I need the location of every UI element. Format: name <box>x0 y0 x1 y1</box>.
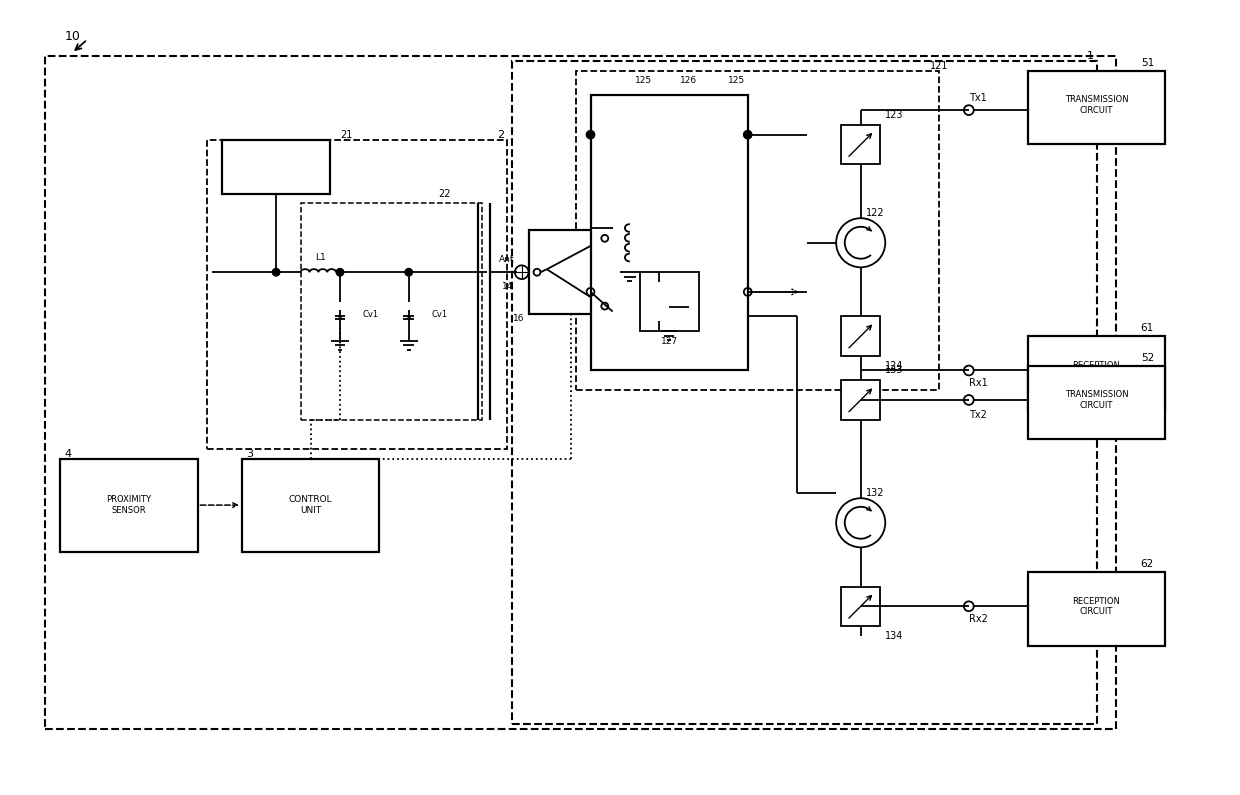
Bar <box>512 61 1096 724</box>
Bar <box>242 459 379 553</box>
Text: 122: 122 <box>866 208 884 219</box>
Text: Tx1: Tx1 <box>968 93 987 103</box>
Bar <box>841 587 880 626</box>
Text: 61: 61 <box>1141 324 1154 333</box>
Text: L1: L1 <box>315 253 326 262</box>
Text: 121: 121 <box>930 61 949 71</box>
Circle shape <box>744 131 751 138</box>
Text: 51: 51 <box>1141 58 1154 68</box>
Text: 3: 3 <box>247 449 254 459</box>
Text: 133: 133 <box>885 366 904 375</box>
Text: 1: 1 <box>1086 51 1094 61</box>
Circle shape <box>587 131 594 138</box>
Text: 124: 124 <box>885 361 904 370</box>
Circle shape <box>273 269 280 276</box>
Text: CONTROL
UNIT: CONTROL UNIT <box>289 495 332 515</box>
Bar <box>529 231 613 314</box>
Bar <box>841 125 880 164</box>
Bar <box>575 71 940 390</box>
Text: RECEPTION
CIRCUIT: RECEPTION CIRCUIT <box>1073 361 1121 380</box>
Text: RECEPTION
CIRCUIT: RECEPTION CIRCUIT <box>1073 596 1121 616</box>
Text: TRANSMISSION
CIRCUIT: TRANSMISSION CIRCUIT <box>1065 390 1128 409</box>
Text: 14: 14 <box>502 282 513 292</box>
Text: 4: 4 <box>64 449 72 459</box>
Bar <box>45 56 1116 729</box>
Bar <box>1028 71 1166 145</box>
Circle shape <box>405 269 413 276</box>
Text: Cv1: Cv1 <box>432 310 448 319</box>
Text: 52: 52 <box>1141 353 1154 363</box>
Bar <box>1028 336 1166 409</box>
Bar <box>300 204 482 420</box>
Bar <box>1028 572 1166 646</box>
Text: Ant: Ant <box>500 255 515 264</box>
Bar <box>1028 366 1166 440</box>
Text: 125: 125 <box>635 76 652 85</box>
Text: 21: 21 <box>340 130 352 140</box>
Text: 2: 2 <box>497 130 505 140</box>
Text: 15: 15 <box>618 221 629 230</box>
Bar <box>841 316 880 355</box>
Text: 10: 10 <box>64 30 81 43</box>
Text: Tx2: Tx2 <box>968 409 987 420</box>
Bar <box>841 380 880 420</box>
Text: TRANSMISSION
CIRCUIT: TRANSMISSION CIRCUIT <box>1065 95 1128 115</box>
Text: 62: 62 <box>1141 559 1154 569</box>
Text: 123: 123 <box>885 110 904 120</box>
Text: Cv1: Cv1 <box>362 310 378 319</box>
Text: 132: 132 <box>866 488 884 498</box>
Text: PROXIMITY
SENSOR: PROXIMITY SENSOR <box>107 495 151 515</box>
Text: Rx2: Rx2 <box>968 614 988 624</box>
Text: Rx1: Rx1 <box>968 378 987 388</box>
Text: 125: 125 <box>728 76 745 85</box>
Text: 134: 134 <box>885 630 904 641</box>
Text: 22: 22 <box>438 188 450 199</box>
Circle shape <box>336 269 343 276</box>
Bar <box>640 272 698 332</box>
Text: 126: 126 <box>681 76 697 85</box>
Text: 11: 11 <box>529 251 541 260</box>
Bar <box>207 140 507 449</box>
Text: 127: 127 <box>661 336 678 346</box>
Bar <box>60 459 197 553</box>
Bar <box>222 140 330 194</box>
Text: 16: 16 <box>512 314 525 324</box>
Bar <box>590 95 748 370</box>
